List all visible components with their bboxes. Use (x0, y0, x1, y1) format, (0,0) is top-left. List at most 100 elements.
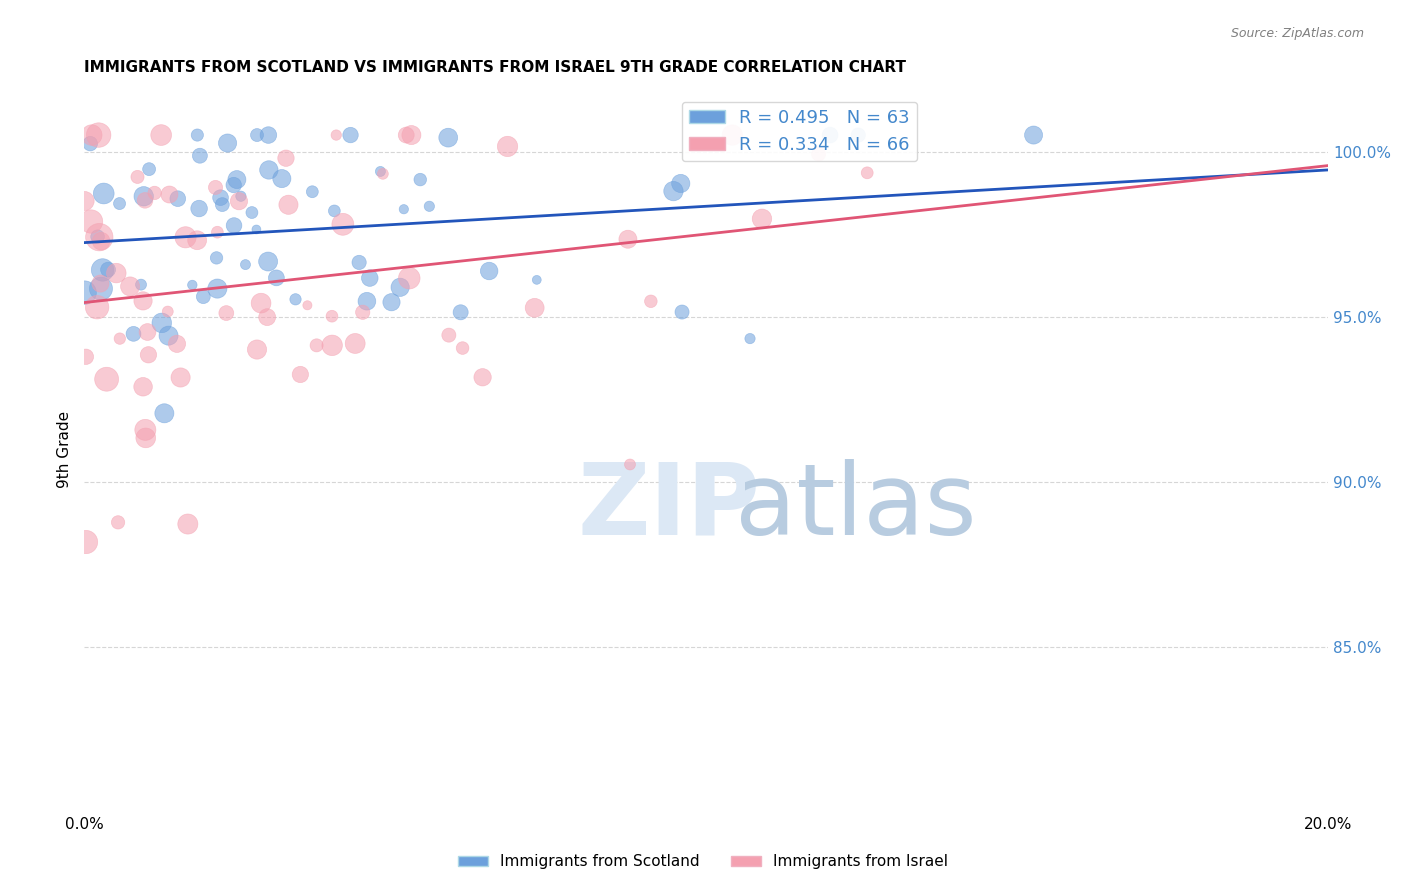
Point (257, 163, 280, 178)
Point (129, 277, 152, 292)
Point (215, 306, 238, 320)
Point (496, 139, 519, 153)
Point (323, 203, 346, 218)
Point (395, 128, 418, 142)
Point (87, 128, 110, 142)
Point (738, 332, 761, 346)
Point (93, 186, 115, 201)
Point (135, 431, 157, 445)
Point (471, 370, 494, 384)
Point (97, 262, 120, 277)
Legend: R = 0.495   N = 63, R = 0.334   N = 66: R = 0.495 N = 63, R = 0.334 N = 66 (682, 102, 917, 161)
Point (122, 326, 145, 341)
Point (188, 149, 211, 163)
Point (86, 300, 108, 314)
Point (143, 186, 166, 200)
Point (188, 202, 211, 216)
Point (266, 271, 288, 285)
Point (451, 341, 474, 355)
Point (136, 325, 159, 339)
Point (90, 234, 112, 248)
Point (523, 301, 546, 315)
Point (127, 169, 149, 184)
Point (86, 229, 108, 244)
Text: atlas: atlas (734, 458, 976, 556)
Point (807, 147, 830, 161)
Point (619, 458, 641, 472)
Point (207, 225, 229, 239)
Point (166, 336, 188, 351)
Point (246, 343, 269, 357)
Point (347, 255, 370, 269)
Point (156, 304, 179, 318)
Point (132, 189, 155, 203)
Point (450, 305, 472, 319)
Point (751, 211, 773, 226)
Point (89, 277, 111, 291)
Point (204, 180, 226, 194)
Point (380, 295, 402, 310)
Point (669, 177, 692, 191)
Point (193, 290, 215, 304)
Point (229, 189, 252, 203)
Point (150, 128, 173, 142)
Point (73, 285, 96, 300)
Point (370, 164, 392, 178)
Point (169, 370, 191, 384)
Point (640, 294, 662, 309)
Point (297, 298, 319, 312)
Point (277, 198, 299, 212)
Point (225, 172, 247, 186)
Text: ZIP: ZIP (578, 458, 761, 556)
Point (181, 277, 204, 292)
Point (105, 266, 128, 280)
Point (174, 230, 197, 244)
Point (150, 316, 173, 330)
Point (235, 258, 257, 272)
Point (159, 187, 181, 202)
Point (89, 230, 111, 244)
Point (305, 338, 328, 352)
Point (96, 372, 118, 386)
Point (80, 214, 103, 228)
Point (138, 162, 160, 177)
Point (80, 128, 103, 142)
Point (228, 194, 250, 209)
Point (257, 128, 280, 142)
Point (321, 309, 343, 323)
Point (284, 293, 307, 307)
Point (79, 136, 101, 151)
Point (352, 305, 374, 319)
Point (120, 279, 142, 293)
Point (132, 293, 155, 308)
Point (856, 166, 879, 180)
Y-axis label: 9th Grade: 9th Grade (58, 410, 72, 488)
Point (721, 128, 744, 142)
Point (371, 167, 394, 181)
Point (398, 271, 420, 285)
Point (209, 191, 232, 205)
Point (211, 197, 233, 211)
Point (437, 328, 460, 343)
Point (339, 128, 361, 142)
Point (108, 196, 131, 211)
Point (526, 273, 548, 287)
Point (134, 423, 156, 437)
Point (240, 205, 263, 219)
Point (222, 219, 245, 233)
Point (245, 222, 267, 236)
Text: IMMIGRANTS FROM SCOTLAND VS IMMIGRANTS FROM ISRAEL 9TH GRADE CORRELATION CHART: IMMIGRANTS FROM SCOTLAND VS IMMIGRANTS F… (84, 60, 905, 75)
Point (256, 310, 278, 325)
Point (478, 264, 501, 278)
Point (91, 263, 114, 277)
Point (217, 136, 239, 150)
Point (250, 296, 273, 310)
Point (134, 194, 156, 208)
Point (325, 128, 347, 142)
Point (662, 184, 685, 198)
Point (274, 151, 297, 165)
Point (246, 128, 269, 142)
Point (437, 130, 460, 145)
Point (153, 406, 176, 420)
Point (1022, 128, 1045, 142)
